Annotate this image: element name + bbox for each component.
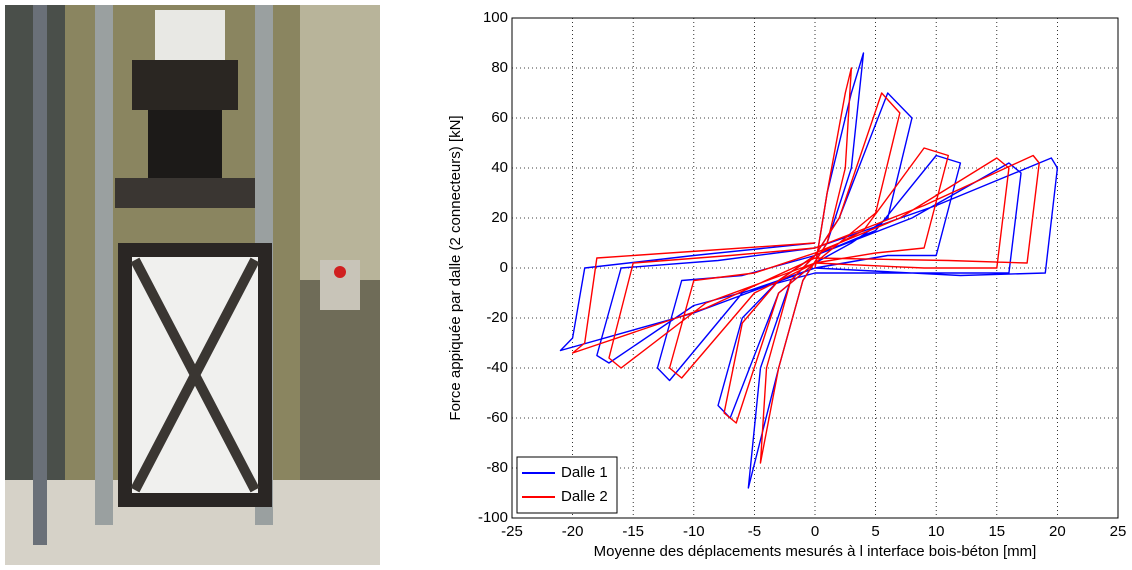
x-tick-label: -25 — [501, 523, 523, 540]
y-tick-label: 80 — [491, 59, 508, 76]
legend-label: Dalle 1 — [561, 464, 608, 481]
x-tick-label: 20 — [1049, 523, 1066, 540]
x-tick-label: 25 — [1110, 523, 1127, 540]
y-tick-label: 60 — [491, 109, 508, 126]
x-tick-label: 0 — [811, 523, 819, 540]
x-tick-label: -10 — [683, 523, 705, 540]
x-tick-label: -20 — [562, 523, 584, 540]
x-tick-label: -15 — [622, 523, 644, 540]
photo — [5, 5, 380, 565]
x-tick-label: 5 — [871, 523, 879, 540]
y-axis-label: Force appiquée par dalle (2 connecteurs)… — [447, 115, 464, 420]
series-line — [571, 67, 1040, 464]
x-tick-label: -5 — [748, 523, 761, 540]
legend-label: Dalle 2 — [561, 488, 608, 505]
y-tick-label: 40 — [491, 159, 508, 176]
y-tick-label: -20 — [486, 309, 508, 326]
x-tick-label: 15 — [988, 523, 1005, 540]
y-tick-label: 0 — [500, 259, 508, 276]
y-tick-label: 20 — [491, 209, 508, 226]
plot-frame — [511, 17, 1119, 519]
x-tick-label: 10 — [928, 523, 945, 540]
y-tick-label: -60 — [486, 409, 508, 426]
y-tick-label: -80 — [486, 459, 508, 476]
legend-box — [516, 456, 618, 514]
y-tick-label: -100 — [478, 509, 508, 526]
y-tick-label: -40 — [486, 359, 508, 376]
x-axis-label: Moyenne des déplacements mesurés à l int… — [594, 543, 1037, 560]
y-tick-label: 100 — [483, 9, 508, 26]
